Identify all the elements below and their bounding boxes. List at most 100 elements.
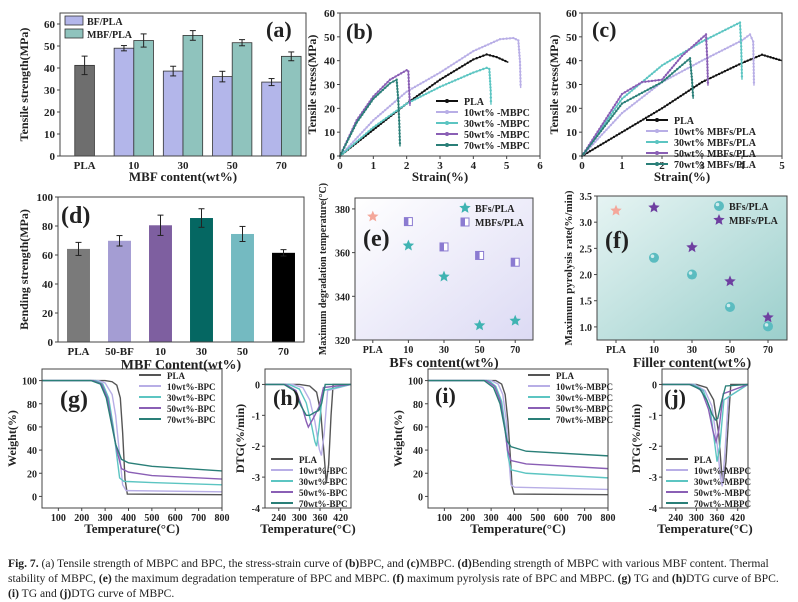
- data-point: [438, 78, 442, 81]
- data-point: [752, 62, 755, 65]
- data-point: [609, 123, 613, 127]
- data-point: [676, 59, 680, 62]
- data-point: [374, 124, 378, 127]
- data-point: [700, 80, 704, 84]
- data-point: [740, 48, 743, 51]
- data-point: [345, 148, 349, 152]
- data-point: [518, 60, 522, 64]
- data-point: [737, 63, 741, 66]
- data-point: [705, 43, 708, 46]
- data-point: [628, 106, 631, 109]
- data-point: [463, 75, 466, 78]
- x-tick-label: 400: [507, 513, 522, 524]
- data-point: [460, 76, 463, 79]
- data-point: [395, 84, 399, 88]
- data-point: [709, 76, 712, 80]
- panel-label: (b): [346, 19, 373, 44]
- y-tick-label: 0: [652, 380, 657, 391]
- data-point: [397, 116, 401, 119]
- sphere-marker: [687, 269, 697, 280]
- caption-part: the maximum degradation temperature of B…: [111, 572, 393, 585]
- data-point: [610, 108, 613, 112]
- data-point: [746, 35, 749, 38]
- data-point: [362, 110, 366, 114]
- star-marker: [762, 311, 774, 323]
- caption-part: (i): [8, 587, 19, 600]
- data-point: [492, 55, 495, 58]
- x-tick-label: 2: [659, 160, 665, 172]
- legend-swatch: [64, 15, 84, 26]
- data-point: [430, 76, 433, 79]
- data-point: [374, 92, 377, 96]
- data-point: [706, 72, 709, 75]
- data-point: [397, 112, 401, 116]
- data-point: [709, 55, 712, 58]
- data-point: [752, 52, 755, 56]
- data-point: [344, 143, 347, 147]
- data-point: [752, 71, 755, 75]
- y-tick-label: 10: [566, 127, 578, 139]
- data-point: [775, 57, 778, 61]
- data-point: [723, 47, 727, 51]
- data-point: [599, 129, 603, 133]
- data-point: [594, 140, 597, 143]
- data-point: [599, 125, 603, 128]
- y-tick-label: 30: [324, 80, 336, 92]
- data-point: [614, 119, 617, 122]
- data-point: [407, 89, 411, 92]
- data-point: [376, 93, 380, 96]
- data-point: [438, 71, 442, 74]
- x-tick-label: 100: [437, 513, 452, 524]
- data-point: [705, 46, 708, 50]
- data-point: [750, 36, 753, 40]
- data-point: [396, 90, 399, 94]
- data-point: [658, 66, 661, 69]
- data-point: [372, 119, 375, 122]
- data-point: [662, 76, 666, 79]
- x-tick-label: 420: [333, 513, 348, 524]
- data-point: [416, 84, 419, 87]
- data-point: [444, 67, 447, 71]
- data-point: [721, 30, 724, 33]
- x-axis-label: Strain(%): [654, 169, 710, 184]
- data-point: [740, 71, 744, 75]
- data-point: [341, 149, 344, 152]
- bar: [272, 252, 295, 342]
- data-point: [668, 69, 672, 72]
- data-point: [408, 95, 411, 99]
- data-point: [692, 64, 695, 67]
- data-point: [706, 66, 709, 69]
- data-point: [396, 93, 400, 97]
- data-point: [639, 119, 642, 123]
- data-point: [717, 50, 721, 54]
- y-axis-label: Tensile strength(MPa): [17, 28, 31, 142]
- data-point: [402, 70, 406, 73]
- y-tick-label: 80: [27, 400, 37, 411]
- data-point: [686, 59, 689, 62]
- data-point: [739, 41, 743, 45]
- caption-label: Fig. 7.: [8, 557, 39, 570]
- series-line: [265, 383, 351, 417]
- legend-label: 10wt%-MBPC: [694, 466, 751, 476]
- data-point: [643, 94, 646, 97]
- x-tick-label: 360: [313, 513, 328, 524]
- data-point: [495, 39, 499, 42]
- x-tick-label: 800: [601, 513, 616, 524]
- data-point: [489, 89, 492, 92]
- data-point: [752, 78, 756, 81]
- data-point: [723, 70, 727, 73]
- x-tick-label: 5: [504, 160, 510, 172]
- data-point: [466, 61, 469, 65]
- data-point: [359, 116, 362, 119]
- data-point: [444, 83, 448, 86]
- data-point: [419, 82, 422, 85]
- caption-body: (a) Tensile strength of MBPC and BPC, th…: [8, 557, 779, 600]
- data-point: [397, 109, 400, 113]
- data-point: [590, 142, 593, 145]
- data-point: [488, 67, 491, 71]
- data-point: [472, 71, 475, 74]
- data-point: [438, 85, 442, 89]
- data-point: [343, 150, 346, 154]
- data-point: [472, 58, 475, 61]
- y-tick-label: 50: [566, 32, 578, 44]
